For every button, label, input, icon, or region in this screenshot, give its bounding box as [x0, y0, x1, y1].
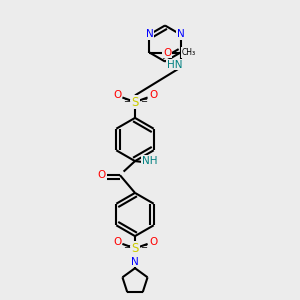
Text: O: O	[113, 90, 121, 100]
Text: O: O	[98, 169, 106, 180]
Text: N: N	[131, 256, 139, 267]
Text: S: S	[131, 242, 139, 255]
Text: O: O	[163, 47, 172, 58]
Text: N: N	[177, 29, 184, 40]
Text: =: =	[140, 242, 147, 251]
Text: N: N	[146, 29, 153, 40]
Text: O: O	[113, 237, 121, 247]
Text: S: S	[131, 95, 139, 109]
Text: CH₃: CH₃	[181, 48, 196, 57]
Text: =: =	[123, 242, 130, 251]
Text: O: O	[149, 90, 157, 100]
Text: =: =	[123, 96, 130, 105]
Text: HN: HN	[167, 59, 182, 70]
Text: O: O	[149, 237, 157, 247]
Text: =: =	[140, 96, 147, 105]
Text: NH: NH	[142, 156, 157, 166]
